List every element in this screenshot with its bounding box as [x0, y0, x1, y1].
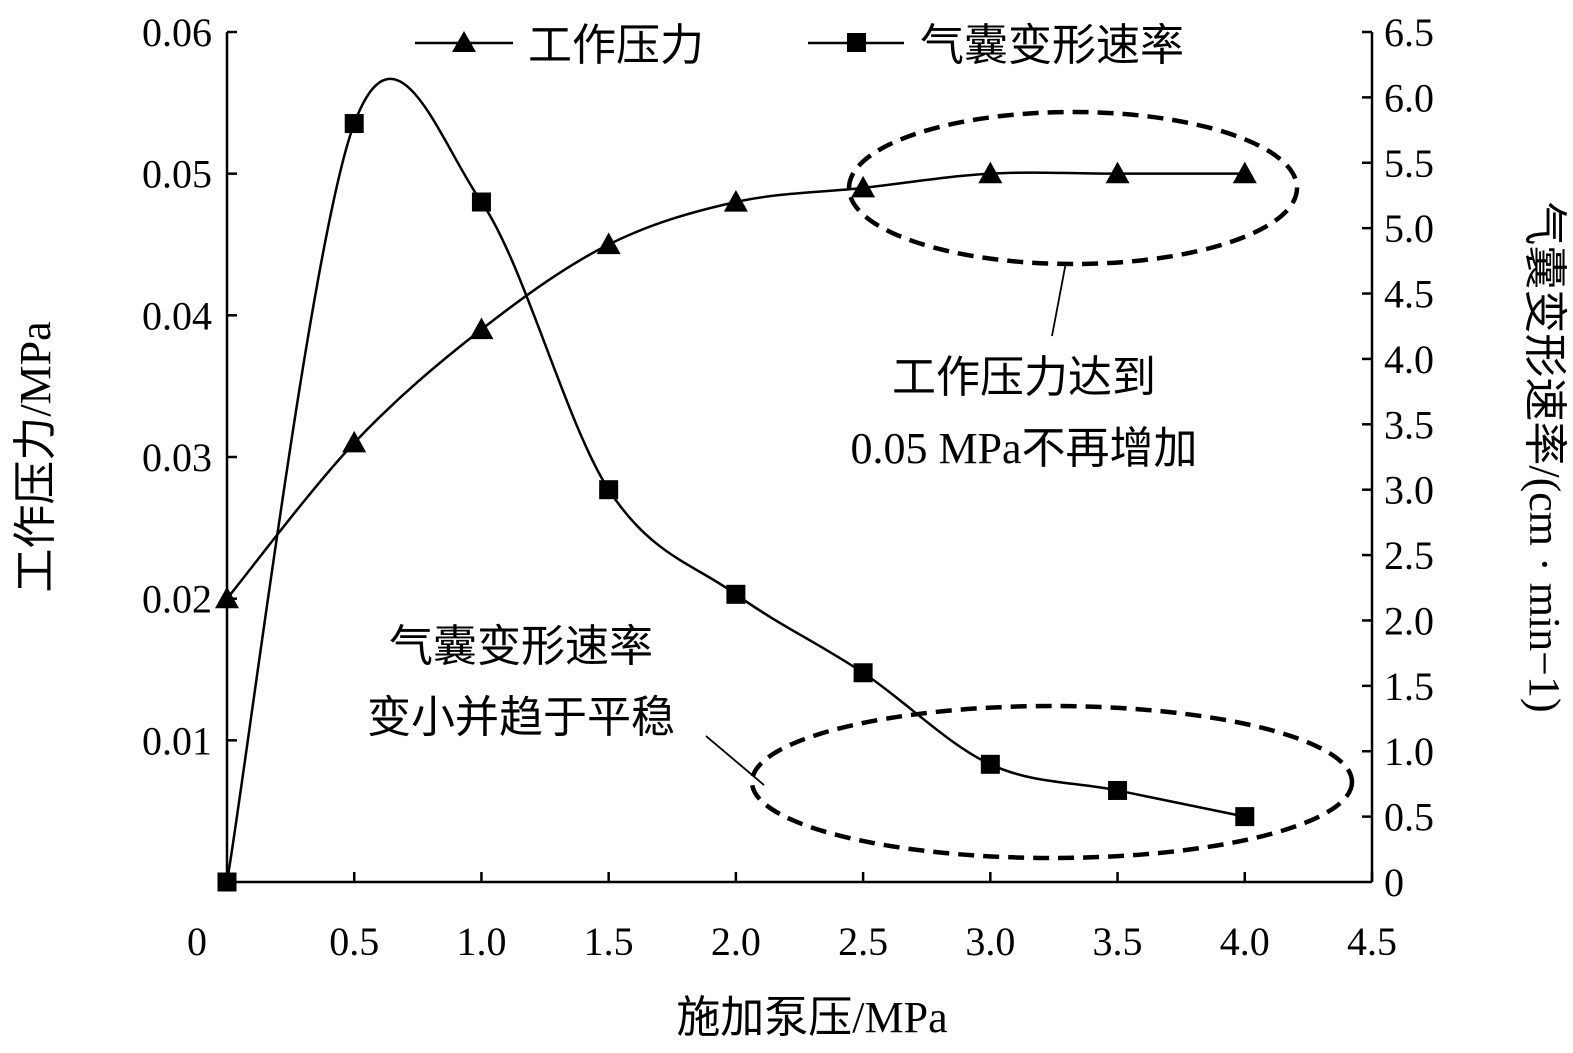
- x-tick-label: 0.5: [329, 919, 379, 964]
- y-right-tick-label: 4.0: [1384, 337, 1434, 382]
- y-right-tick-label: 0: [1384, 860, 1404, 905]
- y-axis-left-title: 工作压力/MPa: [11, 321, 60, 592]
- y-right-tick-label: 1.5: [1384, 664, 1434, 709]
- y-right-tick-label: 5.5: [1384, 141, 1434, 186]
- series-deformation-point: [599, 480, 619, 500]
- y-left-tick-label: 0.01: [142, 718, 212, 763]
- series-pressure-point: [342, 430, 367, 453]
- series-pressure-point: [978, 161, 1003, 184]
- annotation-deformation-leader: [705, 735, 765, 786]
- y-right-tick-label: 1.0: [1384, 729, 1434, 774]
- annotations: 工作压力达到 0.05 MPa不再增加 气囊变形速率 变小并趋于平稳: [367, 109, 1355, 861]
- series-pressure-point: [1232, 161, 1257, 184]
- legend: 工作压力 气囊变形速率: [415, 21, 1184, 70]
- series-deformation-point: [344, 114, 364, 134]
- legend-deformation-marker: [847, 33, 866, 52]
- y-right-ticks: 0 0.5 1.0 1.5 2.0 2.5 3.0 3.5 4.0 4.5 5.0 5.5 6.0 6.5: [1362, 10, 1434, 905]
- annotation-deformation-line1: 气囊变形速率: [389, 622, 653, 671]
- series-deformation-point: [217, 872, 237, 892]
- y-left-ticks: 0.01 0.02 0.03 0.04 0.05 0.06: [142, 10, 237, 763]
- series-deformation-point: [1108, 780, 1128, 800]
- y-right-tick-label: 2.0: [1384, 598, 1434, 643]
- x-tick-label: 3.0: [965, 919, 1015, 964]
- series-deformation-point: [1235, 807, 1255, 827]
- series-layer: [215, 77, 1257, 892]
- legend-pressure-label: 工作压力: [528, 21, 704, 70]
- y-right-tick-label: 6.5: [1384, 10, 1434, 55]
- y-right-tick-label: 6.0: [1384, 75, 1434, 120]
- annotation-deformation-line2: 变小并趋于平稳: [367, 693, 675, 742]
- series-pressure-point: [215, 586, 239, 609]
- series-pressure-point: [469, 317, 494, 340]
- y-left-tick-label: 0.02: [142, 577, 212, 622]
- x-tick-label: 4.0: [1220, 919, 1270, 964]
- series-pressure-point: [851, 175, 876, 198]
- series-deformation-point: [471, 192, 491, 212]
- annotation-pressure-ellipse: [846, 109, 1300, 267]
- x-tick-label: 1.5: [584, 919, 634, 964]
- x-tick-label: 1.0: [456, 919, 506, 964]
- x-tick-label: 2.0: [711, 919, 761, 964]
- series-pressure-point: [1105, 161, 1130, 184]
- series-deformation-point: [726, 584, 746, 604]
- x-ticks: 0 0.5 1.0 1.5 2.0 2.5 3.0 3.5 4.0 4.5: [187, 872, 1397, 964]
- annotation-deformation-ellipse: [749, 703, 1355, 861]
- y-right-tick-label: 5.0: [1384, 206, 1434, 251]
- x-tick-label: 3.5: [1093, 919, 1143, 964]
- y-right-tick-label: 0.5: [1384, 795, 1434, 840]
- x-axis-title: 施加泵压/MPa: [676, 993, 947, 1042]
- x-tick-label: 2.5: [838, 919, 888, 964]
- y-right-tick-label: 4.5: [1384, 272, 1434, 317]
- annotation-pressure-line1: 工作压力达到: [892, 353, 1156, 402]
- series-pressure-line: [226, 171, 1245, 600]
- annotation-pressure-leader: [1051, 261, 1067, 337]
- y-left-tick-label: 0.03: [142, 435, 212, 480]
- series-pressure-point: [596, 232, 621, 255]
- y-right-tick-label: 2.5: [1384, 533, 1434, 578]
- legend-pressure-marker: [452, 31, 476, 52]
- y-left-tick-label: 0.05: [142, 152, 212, 197]
- axes: [225, 32, 1374, 884]
- y-right-tick-label: 3.5: [1384, 402, 1434, 447]
- series-deformation-point: [853, 663, 873, 683]
- y-right-tick-label: 3.0: [1384, 468, 1434, 513]
- legend-deformation-label: 气囊变形速率: [920, 21, 1184, 70]
- series-deformation-point: [980, 754, 1000, 774]
- y-axis-right-title: 气囊变形速率/(cm · min−1): [1520, 201, 1569, 712]
- y-left-tick-label: 0.06: [142, 10, 212, 55]
- annotation-pressure-line2: 0.05 MPa不再增加: [850, 424, 1197, 473]
- x-tick-label: 4.5: [1347, 919, 1397, 964]
- y-left-tick-label: 0.04: [142, 293, 212, 338]
- x-tick-label: 0: [187, 919, 207, 964]
- series-pressure-point: [723, 190, 748, 212]
